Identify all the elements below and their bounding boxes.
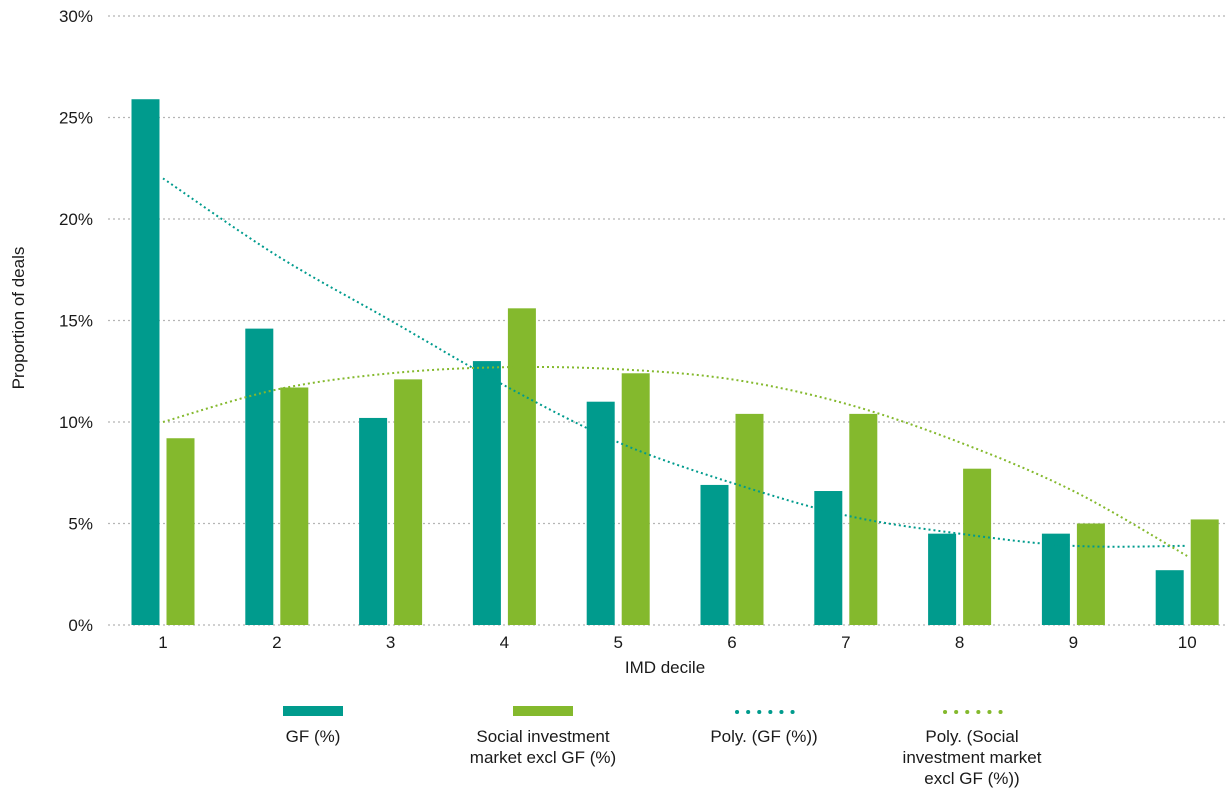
- bar-gf: [814, 491, 843, 625]
- x-axis-title: IMD decile: [625, 658, 705, 677]
- bar-gf: [359, 417, 388, 625]
- bar-gf: [700, 484, 729, 625]
- legend-item: GF (%): [283, 706, 343, 746]
- bar-social-investment: [621, 373, 650, 625]
- x-tick-label: 4: [500, 633, 509, 652]
- x-tick-label: 5: [613, 633, 622, 652]
- y-axis-title: Proportion of deals: [9, 247, 28, 390]
- legend-label: market excl GF (%): [470, 748, 616, 767]
- x-axis-ticks: 1 2 3 4 5 6 7 8 9 10: [158, 633, 1196, 652]
- bar-social-investment: [735, 413, 764, 625]
- legend-label: Poly. (GF (%)): [710, 727, 817, 746]
- bar-social-investment: [849, 413, 878, 625]
- legend-label: Social investment: [476, 727, 610, 746]
- bar-gf: [131, 99, 160, 626]
- y-tick-label: 15%: [59, 312, 93, 331]
- trendline-gf: [162, 177, 1188, 548]
- x-tick-label: 6: [727, 633, 736, 652]
- x-tick-label: 2: [272, 633, 281, 652]
- y-tick-label: 25%: [59, 109, 93, 128]
- x-tick-label: 10: [1178, 633, 1197, 652]
- bar-gf: [1155, 570, 1184, 625]
- x-tick-label: 8: [955, 633, 964, 652]
- legend-item: Poly. (GF (%)): [710, 710, 818, 746]
- legend-bar-swatch: [283, 706, 343, 716]
- y-axis-ticks: 0% 5% 10% 15% 20% 25% 30%: [59, 7, 93, 635]
- legend: GF (%) Social investment market excl GF (%…: [283, 706, 1042, 788]
- legend-bar-swatch: [513, 706, 573, 716]
- x-tick-label: 1: [158, 633, 167, 652]
- legend-item: Poly. (Social investment market excl GF (%…: [903, 710, 1042, 788]
- x-tick-label: 7: [841, 633, 850, 652]
- bars: [131, 99, 1219, 626]
- bar-gf: [472, 361, 501, 625]
- legend-label: investment market: [903, 748, 1042, 767]
- bar-social-investment: [1076, 523, 1105, 625]
- x-tick-label: 9: [1069, 633, 1078, 652]
- x-tick-label: 3: [386, 633, 395, 652]
- legend-item: Social investment market excl GF (%): [470, 706, 616, 767]
- y-tick-label: 20%: [59, 210, 93, 229]
- bar-gf: [586, 401, 615, 625]
- y-tick-label: 0%: [68, 616, 93, 635]
- y-tick-label: 30%: [59, 7, 93, 26]
- bar-social-investment: [166, 438, 195, 625]
- trendline-social-investment: [162, 365, 1188, 557]
- legend-label: Poly. (Social: [925, 727, 1018, 746]
- bar-gf: [928, 533, 957, 625]
- legend-label: GF (%): [286, 727, 341, 746]
- bar-social-investment: [394, 379, 423, 625]
- bar-gf: [245, 328, 274, 625]
- bar-gf: [1041, 533, 1070, 625]
- bar-social-investment: [280, 387, 309, 625]
- bar-social-investment: [507, 308, 536, 625]
- bar-social-investment: [963, 468, 992, 625]
- trendlines: [162, 177, 1188, 557]
- bar-social-investment: [1190, 519, 1219, 625]
- y-tick-label: 5%: [68, 515, 93, 534]
- y-tick-label: 10%: [59, 413, 93, 432]
- legend-label: excl GF (%)): [924, 769, 1019, 788]
